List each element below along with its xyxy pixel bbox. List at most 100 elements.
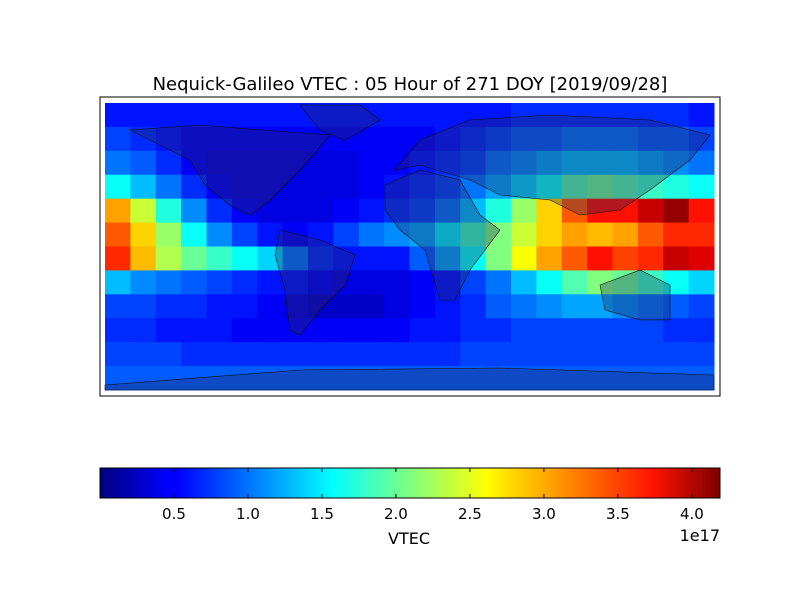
vtec-cell: [308, 294, 334, 319]
vtec-cell: [130, 294, 157, 319]
vtec-cell: [612, 174, 639, 200]
vtec-cell: [308, 150, 334, 176]
vtec-cell: [409, 270, 436, 295]
vtec-cell: [409, 198, 436, 224]
vtec-cell: [561, 294, 588, 319]
vtec-cell: [663, 222, 690, 247]
colorbar-tick-label: 2.0: [384, 505, 408, 523]
greenland: [299, 104, 381, 141]
vtec-cell: [637, 270, 664, 295]
vtec-cell: [206, 342, 233, 367]
vtec-cell: [663, 103, 690, 128]
vtec-cell: [434, 150, 461, 176]
vtec-cell: [434, 103, 461, 128]
vtec-cell: [511, 150, 537, 176]
vtec-cell: [257, 342, 284, 367]
vtec-cell: [384, 174, 410, 200]
vtec-cell: [561, 103, 588, 128]
south-america: [274, 229, 356, 336]
vtec-cell: [231, 318, 258, 343]
vtec-cell: [231, 126, 258, 152]
vtec-cell: [181, 126, 207, 152]
coastlines: [104, 104, 715, 391]
vtec-cell: [511, 270, 537, 295]
vtec-cell: [155, 103, 182, 128]
heatmap: [105, 103, 715, 391]
vtec-cell: [536, 126, 563, 152]
vtec-cell: [434, 246, 461, 271]
vtec-cell: [460, 366, 487, 391]
vtec-cell: [358, 150, 385, 176]
vtec-cell: [231, 342, 258, 367]
vtec-cell: [612, 150, 639, 176]
eurasia: [394, 114, 711, 216]
vtec-cell: [612, 126, 639, 152]
vtec-cell: [663, 294, 690, 319]
vtec-cell: [688, 294, 715, 319]
vtec-cell: [663, 366, 690, 391]
vtec-cell: [688, 174, 715, 200]
vtec-cell: [308, 222, 334, 247]
vtec-cell: [206, 126, 233, 152]
vtec-cell: [206, 174, 233, 200]
vtec-cell: [485, 294, 512, 319]
vtec-cell: [333, 366, 360, 391]
colorbar-tick-label: 1.5: [310, 505, 334, 523]
vtec-cell: [105, 294, 131, 319]
vtec-cell: [105, 198, 131, 224]
vtec-cell: [155, 222, 182, 247]
vtec-cell: [460, 174, 487, 200]
vtec-cell: [612, 270, 639, 295]
vtec-cell: [257, 318, 284, 343]
vtec-cell: [688, 198, 715, 224]
vtec-cell: [536, 198, 563, 224]
vtec-cell: [536, 342, 563, 367]
vtec-cell: [231, 246, 258, 271]
vtec-cell: [536, 246, 563, 271]
vtec-cell: [434, 366, 461, 391]
vtec-cell: [511, 246, 537, 271]
vtec-cell: [257, 246, 284, 271]
vtec-cell: [333, 246, 360, 271]
vtec-cell: [663, 126, 690, 152]
vtec-cell: [688, 318, 715, 343]
africa: [384, 169, 501, 301]
vtec-cell: [130, 270, 157, 295]
colorbar-offset: 1e17: [680, 526, 720, 545]
vtec-cell: [308, 318, 334, 343]
vtec-cell: [587, 222, 613, 247]
colorbar: [99, 467, 721, 499]
vtec-cell: [155, 126, 182, 152]
vtec-cell: [105, 222, 131, 247]
vtec-cell: [409, 294, 436, 319]
vtec-cell: [231, 174, 258, 200]
vtec-cell: [485, 150, 512, 176]
vtec-cell: [333, 174, 360, 200]
vtec-cell: [206, 270, 233, 295]
vtec-cell: [384, 342, 410, 367]
vtec-cell: [333, 222, 360, 247]
vtec-cell: [181, 103, 207, 128]
vtec-cell: [688, 342, 715, 367]
vtec-cell: [460, 150, 487, 176]
vtec-cell: [384, 246, 410, 271]
vtec-cell: [308, 198, 334, 224]
vtec-cell: [130, 198, 157, 224]
vtec-cell: [663, 198, 690, 224]
vtec-cell: [536, 318, 563, 343]
vtec-cell: [130, 342, 157, 367]
vtec-cell: [561, 150, 588, 176]
vtec-cell: [485, 342, 512, 367]
vtec-cell: [485, 270, 512, 295]
vtec-cell: [587, 174, 613, 200]
vtec-cell: [358, 174, 385, 200]
vtec-cell: [130, 103, 157, 128]
vtec-cell: [308, 342, 334, 367]
chart-title: Nequick-Galileo VTEC : 05 Hour of 271 DO…: [153, 74, 668, 95]
vtec-cell: [155, 342, 182, 367]
vtec-cell: [231, 222, 258, 247]
vtec-cell: [637, 222, 664, 247]
vtec-cell: [460, 318, 487, 343]
vtec-cell: [333, 270, 360, 295]
vtec-cell: [511, 103, 537, 128]
